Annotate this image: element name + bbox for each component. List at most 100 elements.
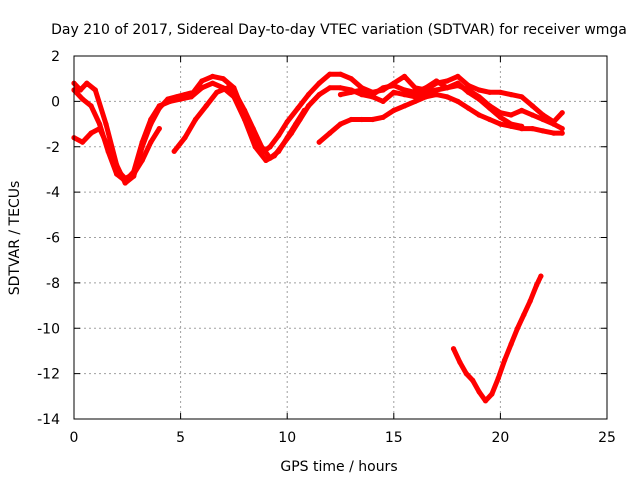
data-point [252, 144, 258, 150]
data-point [369, 92, 376, 98]
data-point [527, 298, 533, 304]
data-point [259, 144, 265, 150]
data-point [182, 135, 188, 141]
data-point [305, 92, 312, 98]
x-tick-label: 20 [491, 430, 509, 446]
data-point [487, 116, 493, 123]
data-point [156, 126, 162, 132]
data-point [497, 89, 503, 95]
data-point [359, 87, 365, 93]
x-tick-label: 15 [385, 430, 403, 446]
data-point [316, 139, 322, 145]
data-point [401, 73, 408, 79]
data-point [348, 89, 354, 95]
data-point [521, 312, 527, 318]
data-point [470, 377, 476, 383]
y-tick-label: -4 [46, 185, 60, 201]
data-point [476, 112, 482, 118]
data-point [534, 282, 540, 288]
chart-title: Day 210 of 2017, Sidereal Day-to-day VTE… [51, 22, 627, 38]
data-point [559, 130, 565, 136]
data-point [250, 126, 256, 132]
data-point [497, 121, 503, 127]
data-point [199, 78, 205, 84]
data-point [412, 89, 418, 95]
y-tick-label: -10 [37, 321, 60, 337]
data-point [450, 346, 457, 352]
data-point [391, 107, 397, 113]
data-point [391, 82, 397, 89]
data-point [242, 107, 248, 113]
data-point [327, 71, 333, 77]
data-point [476, 389, 482, 395]
data-point [508, 112, 514, 118]
data-point [423, 85, 429, 91]
data-point [444, 85, 450, 91]
data-point [401, 103, 408, 109]
y-tick-label: -2 [46, 140, 60, 156]
data-point [84, 80, 90, 86]
data-point [433, 78, 439, 84]
data-point [540, 128, 546, 134]
data-point [293, 121, 299, 127]
data-point [540, 116, 546, 123]
series-track-d [171, 85, 307, 161]
data-point [463, 371, 469, 377]
data-point [412, 94, 418, 100]
data-point [465, 105, 471, 111]
data-point [337, 121, 344, 127]
x-tick-label: 25 [598, 430, 616, 446]
data-point [167, 98, 173, 104]
data-point [380, 114, 386, 120]
y-tick-label: -8 [46, 276, 60, 292]
data-point [529, 112, 536, 118]
data-point [551, 121, 557, 127]
data-point [359, 116, 365, 123]
data-point [495, 375, 501, 381]
data-point [337, 92, 344, 98]
y-axis-label: SDTVAR / TECUs [7, 181, 23, 296]
data-point [391, 89, 397, 95]
data-point [203, 103, 209, 109]
data-point [423, 94, 429, 100]
data-point [92, 87, 98, 93]
data-point [97, 121, 103, 127]
x-axis-label: GPS time / hours [280, 459, 397, 475]
data-point [156, 103, 162, 109]
series-track-c [71, 126, 162, 182]
data-point [508, 341, 514, 347]
data-point [214, 89, 220, 95]
data-point [559, 126, 565, 132]
data-point [305, 103, 312, 109]
data-point [519, 107, 525, 113]
data-point [519, 94, 525, 100]
data-point [401, 92, 408, 98]
x-tick-label: 0 [70, 430, 79, 446]
data-point [497, 114, 503, 120]
data-point [433, 87, 439, 93]
data-point [210, 73, 216, 79]
data-point [538, 273, 544, 279]
y-tick-label: -12 [37, 367, 60, 383]
y-tick-label: -14 [37, 412, 60, 428]
data-point [337, 71, 344, 77]
data-point [171, 148, 177, 154]
data-point [316, 80, 322, 86]
axis-ticks: 0 5 10 15 20 25 -14 -12 -10 -8 -6 -4 -2 0 2 [37, 49, 616, 446]
data-point [444, 94, 450, 100]
y-tick-label: -6 [46, 231, 60, 247]
data-point [412, 98, 418, 104]
data-point [103, 121, 109, 127]
data-point [529, 126, 536, 132]
data-point [457, 359, 463, 365]
data-point [476, 87, 482, 93]
data-point [79, 139, 86, 145]
series-track-g [450, 273, 544, 404]
data-point [316, 92, 322, 98]
data-point [122, 175, 128, 182]
y-tick-label: 2 [51, 49, 60, 65]
data-point [192, 116, 199, 123]
data-point [114, 166, 120, 172]
